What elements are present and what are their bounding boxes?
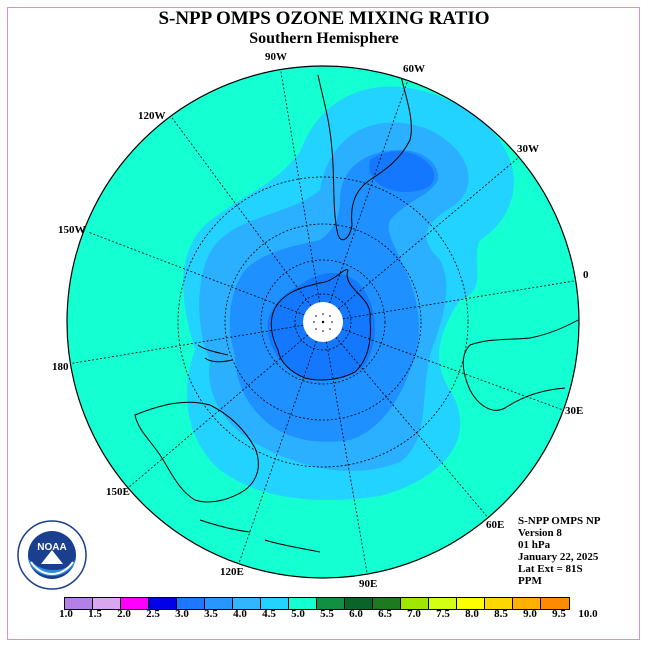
colorbar-tick-label: 5.5	[320, 608, 334, 620]
lon-label-120w: 120W	[138, 110, 166, 122]
lon-label-30w: 30W	[517, 143, 539, 155]
noaa-logo-text: NOAA	[37, 542, 66, 553]
colorbar-tick-label: 8.0	[465, 608, 479, 620]
colorbar-tick-label: 6.0	[349, 608, 363, 620]
colorbar-tick-labels: 1.0 1.5 2.0 2.5 3.0 3.5 4.0 4.5 5.0 5.5 6.0 6.5 7.0 7…	[0, 608, 648, 622]
colorbar-tick-label: 8.5	[494, 608, 508, 620]
lon-label-60w: 60W	[403, 63, 425, 75]
colorbar-tick-label: 9.5	[552, 608, 566, 620]
colorbar-swatch	[177, 598, 205, 609]
colorbar-swatch	[429, 598, 457, 609]
colorbar-tick-label: 4.5	[262, 608, 276, 620]
info-lat-ext: Lat Ext = 81S	[518, 563, 583, 575]
colorbar-tick-label: 3.5	[204, 608, 218, 620]
colorbar-tick-label: 7.5	[436, 608, 450, 620]
map-subtitle: Southern Hemisphere	[249, 30, 399, 47]
noaa-logo: NOAA	[17, 520, 87, 590]
colorbar-swatch	[345, 598, 373, 609]
colorbar-tick-label: 9.0	[523, 608, 537, 620]
colorbar-swatch	[121, 598, 149, 609]
colorbar-swatch	[401, 598, 429, 609]
lon-label-150e: 150E	[106, 486, 130, 498]
lon-label-150w: 150W	[58, 224, 86, 236]
colorbar-tick-label: 2.5	[146, 608, 160, 620]
info-pressure: 01 hPa	[518, 539, 551, 551]
info-version: Version 8	[518, 527, 562, 539]
contour-level-2-5-3	[369, 151, 435, 192]
lon-label-90w: 90W	[265, 51, 287, 63]
map-boundary	[66, 65, 580, 579]
colorbar-swatch	[317, 598, 345, 609]
colorbar-swatch	[233, 598, 261, 609]
info-units: PPM	[518, 575, 542, 587]
lon-label-120e: 120E	[220, 566, 244, 578]
colorbar-tick-label: 2.0	[117, 608, 131, 620]
colorbar-swatch	[373, 598, 401, 609]
colorbar-swatch	[149, 598, 177, 609]
pole-dots	[313, 313, 333, 332]
colorbar-swatch	[289, 598, 317, 609]
colorbar-tick-label: 6.5	[378, 608, 392, 620]
colorbar-swatch	[485, 598, 513, 609]
colorbar-swatch	[513, 598, 541, 609]
colorbar-tick-label: 7.0	[407, 608, 421, 620]
lon-label-180: 180	[52, 361, 69, 373]
latitude-circles	[177, 176, 469, 468]
lon-label-0: 0	[583, 269, 589, 281]
africa-coast	[462, 319, 579, 411]
lon-label-90e: 90E	[359, 578, 378, 590]
info-date: January 22, 2025	[518, 551, 599, 563]
meridians	[67, 66, 579, 578]
lon-label-60e: 60E	[486, 519, 505, 531]
australia-coast	[134, 401, 259, 503]
new-zealand-coast	[197, 344, 233, 363]
colorbar	[64, 597, 570, 610]
colorbar-tick-label: 1.5	[88, 608, 102, 620]
south-america-coast	[317, 71, 412, 241]
info-instrument: S-NPP OMPS NP	[518, 515, 601, 527]
antarctica-coast	[270, 269, 371, 381]
colorbar-tick-label: 5.0	[291, 608, 305, 620]
map-title: S-NPP OMPS OZONE MIXING RATIO	[158, 8, 490, 29]
colorbar-tick-label: 3.0	[175, 608, 189, 620]
colorbar-swatch	[261, 598, 289, 609]
ozone-field	[67, 66, 579, 578]
lon-label-30e: 30E	[565, 405, 584, 417]
colorbar-swatch	[205, 598, 233, 609]
colorbar-swatch	[457, 598, 485, 609]
colorbar-swatch	[541, 598, 569, 609]
figure-frame	[7, 7, 640, 640]
colorbar-tick-label: 1.0	[59, 608, 73, 620]
coastlines	[134, 71, 579, 553]
indonesia-coast	[199, 519, 321, 553]
colorbar-tick-label: 4.0	[233, 608, 247, 620]
colorbar-swatch	[65, 598, 93, 609]
info-block: S-NPP OMPS NP Version 8 01 hPa January 2…	[518, 515, 601, 587]
colorbar-swatch	[93, 598, 121, 609]
colorbar-tick-label: 10.0	[578, 608, 598, 620]
